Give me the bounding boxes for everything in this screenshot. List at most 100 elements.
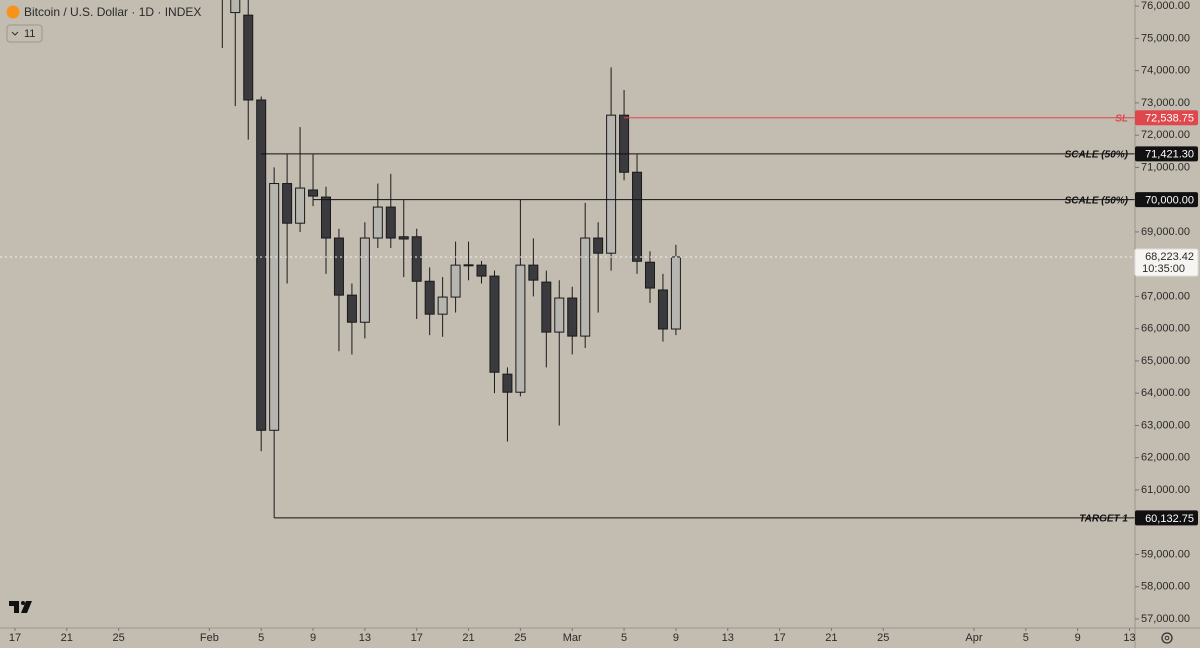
indicator-count: 11 bbox=[24, 28, 35, 40]
y-tick-label: 57,000.00 bbox=[1141, 613, 1190, 625]
candle-body bbox=[398, 236, 409, 240]
x-tick-label: Feb bbox=[200, 632, 219, 644]
axes: 76,000.00 75,000.00 74,000.00 73,000.00 72,0… bbox=[9, 0, 1190, 644]
candle-body bbox=[528, 264, 539, 281]
settings-button[interactable] bbox=[1161, 632, 1173, 644]
price-tag-label: 71,421.30 bbox=[1145, 149, 1194, 161]
candle-body bbox=[230, 0, 241, 14]
candle-body bbox=[295, 187, 306, 224]
candle-body bbox=[463, 264, 474, 267]
candle-body bbox=[593, 237, 604, 254]
gear-icon bbox=[1161, 632, 1173, 644]
y-tick-label: 67,000.00 bbox=[1141, 290, 1190, 302]
x-tick-label: Mar bbox=[563, 632, 582, 644]
x-tick-label: 9 bbox=[673, 632, 679, 644]
candle-body bbox=[670, 256, 681, 330]
price-tag-label: 70,000.00 bbox=[1145, 195, 1194, 207]
gear-center bbox=[1164, 635, 1170, 641]
x-tick-label: 13 bbox=[359, 632, 371, 644]
price-tag-label: 60,132.75 bbox=[1145, 513, 1194, 525]
y-tick-label: 71,000.00 bbox=[1141, 161, 1190, 173]
candle-body bbox=[580, 237, 591, 337]
bitcoin-icon bbox=[6, 5, 20, 19]
level-label: SCALE (50%) bbox=[1065, 195, 1129, 206]
candle-body bbox=[269, 183, 280, 431]
candle-body bbox=[333, 237, 344, 296]
x-tick-label: 13 bbox=[1123, 632, 1135, 644]
y-tick-label: 73,000.00 bbox=[1141, 97, 1190, 109]
price-tag bbox=[1135, 510, 1198, 526]
candle-body bbox=[476, 264, 487, 277]
candle-body bbox=[567, 297, 578, 337]
level-label: SCALE (50%) bbox=[1065, 149, 1129, 160]
x-tick-label: Apr bbox=[965, 632, 982, 644]
y-tick-label: 76,000.00 bbox=[1141, 0, 1190, 12]
level-label: SL bbox=[1115, 113, 1128, 124]
x-tick-label: 13 bbox=[722, 632, 734, 644]
candle-body bbox=[632, 171, 643, 262]
candle-body bbox=[515, 264, 526, 393]
chevron-icon bbox=[11, 31, 19, 36]
y-tick-label: 74,000.00 bbox=[1141, 65, 1190, 77]
price-tag bbox=[1135, 110, 1198, 126]
x-tick-label: 17 bbox=[411, 632, 423, 644]
x-tick-label: 5 bbox=[1023, 632, 1029, 644]
indicators-toggle[interactable] bbox=[6, 24, 43, 43]
candle-body bbox=[320, 196, 331, 239]
x-tick-label: 17 bbox=[9, 632, 21, 644]
candle-body bbox=[346, 294, 357, 323]
logo-shape bbox=[9, 601, 32, 613]
price-tag bbox=[1135, 192, 1198, 208]
candle-body bbox=[256, 99, 267, 431]
candle-body bbox=[619, 114, 630, 173]
candle-body bbox=[243, 14, 254, 101]
candle-body bbox=[308, 189, 319, 197]
x-tick-label: 21 bbox=[61, 632, 73, 644]
last-price-label: 68,223.42 bbox=[1145, 251, 1194, 263]
candle-body bbox=[606, 114, 617, 254]
candle-body bbox=[282, 183, 293, 224]
x-tick-label: 5 bbox=[258, 632, 264, 644]
x-tick-label: 25 bbox=[877, 632, 889, 644]
x-tick-label: 21 bbox=[462, 632, 474, 644]
logo-dot bbox=[21, 601, 25, 605]
header-bg bbox=[0, 0, 218, 46]
x-tick-label: 25 bbox=[113, 632, 125, 644]
y-tick-label: 65,000.00 bbox=[1141, 355, 1190, 367]
y-tick-label: 75,000.00 bbox=[1141, 32, 1190, 44]
symbol-title: Bitcoin / U.S. Dollar · 1D · INDEX bbox=[24, 5, 201, 19]
price-tag bbox=[1135, 146, 1198, 162]
tradingview-logo bbox=[9, 601, 32, 613]
symbol-header: Bitcoin / U.S. Dollar · 1D · INDEX 11 bbox=[0, 0, 218, 46]
price-tag-label: 72,538.75 bbox=[1145, 113, 1194, 125]
y-tick-label: 61,000.00 bbox=[1141, 484, 1190, 496]
candle-body bbox=[657, 289, 668, 330]
y-tick-label: 69,000.00 bbox=[1141, 226, 1190, 238]
y-tick-label: 62,000.00 bbox=[1141, 452, 1190, 464]
candle-body bbox=[411, 236, 422, 282]
y-tick-label: 63,000.00 bbox=[1141, 419, 1190, 431]
candle-body bbox=[437, 296, 448, 315]
y-tick-label: 59,000.00 bbox=[1141, 548, 1190, 560]
y-tick-label: 66,000.00 bbox=[1141, 323, 1190, 335]
candle-body bbox=[489, 275, 500, 373]
x-tick-label: 9 bbox=[310, 632, 316, 644]
candle-body bbox=[554, 297, 565, 333]
x-tick-label: 17 bbox=[773, 632, 785, 644]
y-tick-label: 64,000.00 bbox=[1141, 387, 1190, 399]
last-price-tag bbox=[1134, 248, 1199, 277]
candle-body bbox=[644, 261, 655, 289]
candle-body bbox=[450, 264, 461, 298]
x-tick-label: 21 bbox=[825, 632, 837, 644]
x-tick-label: 9 bbox=[1075, 632, 1081, 644]
candle-body bbox=[502, 373, 513, 393]
candle-body bbox=[424, 280, 435, 315]
plot-area bbox=[0, 0, 1135, 519]
candle-body bbox=[385, 206, 396, 239]
x-tick-label: 5 bbox=[621, 632, 627, 644]
x-tick-label: 25 bbox=[514, 632, 526, 644]
candle-body bbox=[372, 206, 383, 239]
